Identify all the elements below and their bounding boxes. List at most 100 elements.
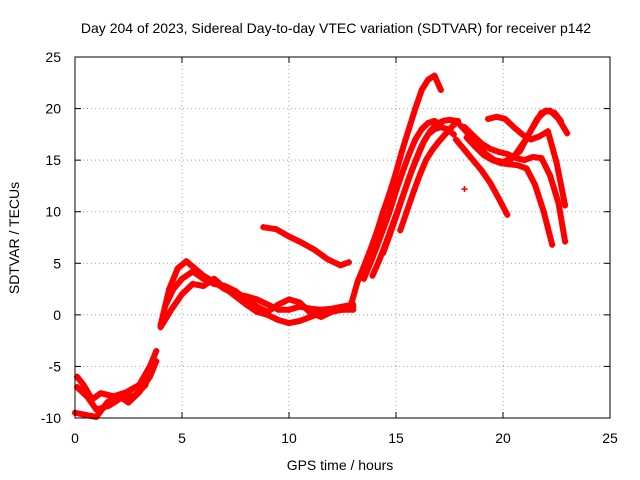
data-point [311,246,318,253]
data-point [264,301,271,308]
data-point [286,296,292,303]
data-point [446,116,453,123]
data-point [221,282,228,289]
data-point [179,291,185,298]
y-tick-label: 5 [53,255,61,271]
data-point [544,128,551,135]
x-tick-label: 20 [495,430,511,446]
data-point [465,131,472,138]
data-point [386,190,393,197]
data-point [399,169,406,176]
data-point [200,282,207,289]
data-point [412,105,419,112]
data-point [405,126,412,133]
data-point [286,320,292,327]
series-line [260,224,352,269]
data-point [418,87,425,94]
data-point [405,151,412,158]
series-line [397,117,462,234]
data-point [93,406,100,413]
data-point [106,402,113,409]
data-point [555,115,562,122]
data-point [478,167,485,174]
data-point [119,394,126,401]
data-point [273,226,280,233]
data-point [452,136,459,143]
data-point [183,258,190,265]
data-point [442,131,449,138]
series-track-11 [380,124,457,256]
data-point [547,107,554,114]
data-point [264,308,271,315]
x-tick-label: 15 [388,430,404,446]
data-point [170,286,177,293]
data-point [82,411,89,418]
data-point [512,150,519,157]
y-tick-label: 25 [45,49,61,65]
data-point [493,113,500,120]
data-point [373,229,380,236]
data-point [412,158,419,165]
data-point [161,303,168,310]
data-point [360,275,367,282]
data-point [547,172,554,179]
data-point [253,303,260,310]
data-point [157,324,164,331]
data-point [450,131,457,138]
data-point [437,124,444,131]
series-track-7 [260,224,352,269]
data-point [487,179,494,186]
data-point [536,133,543,140]
data-point [286,306,292,313]
data-point [495,195,502,202]
data-point [397,227,404,234]
data-point [393,213,399,220]
series-track-8 [348,72,444,308]
data-point [431,72,438,79]
data-point [125,399,132,406]
data-point [495,148,502,155]
data-point [431,126,438,133]
data-point [296,299,303,306]
data-point [418,126,425,133]
data-point [437,87,444,94]
data-point [405,175,412,182]
y-tick-label: 20 [45,101,61,117]
data-point [168,306,175,313]
data-point [461,146,468,153]
data-point [538,109,545,116]
data-point [495,158,502,165]
data-point [296,318,303,325]
data-point [521,157,528,164]
data-point [529,154,536,161]
data-point [253,296,260,303]
series-track-19 [461,186,468,193]
data-point [386,208,393,215]
x-tick-label: 25 [602,430,618,446]
data-point [523,165,530,172]
data-point [232,288,239,295]
data-point [369,272,376,279]
data-point [243,296,250,303]
data-point [324,256,331,263]
data-point [399,194,406,201]
data-point [348,301,355,308]
x-tick-label: 5 [178,430,186,446]
data-point [532,181,539,188]
data-point [380,226,387,233]
y-tick-label: -10 [41,410,61,426]
y-tick-label: 15 [45,152,61,168]
data-point [84,394,91,401]
y-tick-label: 10 [45,204,61,220]
data-point [416,172,423,179]
data-point [487,145,494,152]
series-line [74,348,160,403]
data-point [339,306,346,313]
data-point [521,138,528,145]
data-point [393,188,399,195]
data-point [153,347,160,354]
tick-labels: 0 5 10 15 20 25 -10 -5 0 5 10 15 20 25 [41,49,618,446]
data-point [504,150,511,157]
series-track-15 [452,136,511,218]
